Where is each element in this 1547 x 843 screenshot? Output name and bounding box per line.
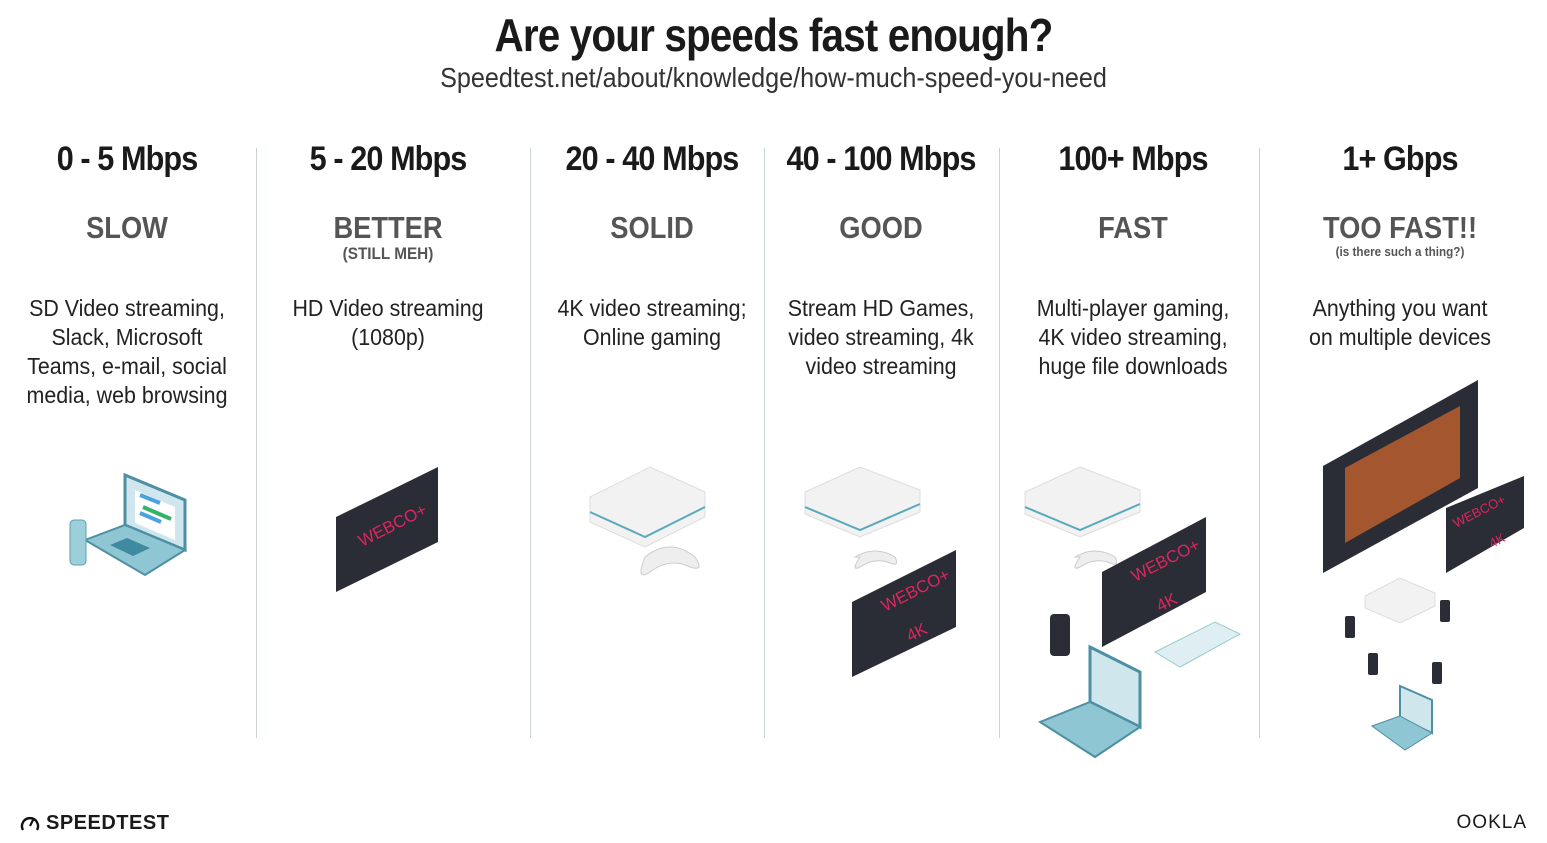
description-line: SD Video streaming, xyxy=(29,295,225,321)
speed-range: 40 - 100 Mbps xyxy=(786,140,977,178)
rating-note xyxy=(535,244,769,264)
speed-range: 0 - 5 Mbps xyxy=(56,140,199,178)
speed-tier-column: 40 - 100 Mbps GOOD xyxy=(751,140,1011,264)
speed-range: 100+ Mbps xyxy=(1058,140,1208,178)
tv-4k-text: 4K xyxy=(1487,530,1508,551)
description-line: Slack, Microsoft xyxy=(51,324,203,350)
description-line: 4K video streaming; xyxy=(557,295,747,321)
description-line: 4K video streaming, xyxy=(1038,324,1228,350)
divider xyxy=(530,148,531,738)
source-url: Speedtest.net/about/knowledge/how-much-s… xyxy=(440,62,1107,93)
console-controller-illustration xyxy=(589,466,706,576)
speed-rating: SLOW xyxy=(86,210,168,245)
use-case-description: Stream HD Games, video streaming, 4k video… xyxy=(760,294,1002,381)
speed-rating: TOO FAST!! xyxy=(1322,210,1478,245)
speed-rating: SOLID xyxy=(610,210,694,245)
speed-rating: GOOD xyxy=(839,210,923,245)
speed-tier-column: 20 - 40 Mbps SOLID xyxy=(522,140,782,264)
description-line: Teams, e-mail, social xyxy=(27,353,227,379)
tv-illustration: WEBCO+ xyxy=(336,467,438,592)
description-line: Multi-player gaming, xyxy=(1036,295,1230,321)
rating-note xyxy=(10,244,244,264)
rating-note: (STILL MEH) xyxy=(342,244,434,263)
divider xyxy=(764,148,765,738)
laptop-phone-illustration xyxy=(69,472,188,577)
gauge-icon xyxy=(20,816,40,831)
speed-rating: FAST xyxy=(1098,210,1168,245)
divider xyxy=(999,148,1000,738)
use-case-description: Anything you want on multiple devices xyxy=(1279,294,1521,352)
use-case-description: 4K video streaming; Online gaming xyxy=(531,294,773,352)
speed-range: 5 - 20 Mbps xyxy=(309,140,468,178)
rating-note xyxy=(1016,244,1250,264)
speed-range: 1+ Gbps xyxy=(1342,140,1458,178)
divider xyxy=(1259,148,1260,738)
ookla-logo: OOKLA xyxy=(1456,812,1527,833)
speed-tier-column: 5 - 20 Mbps BETTER (STILL MEH) xyxy=(258,140,518,264)
multi-device-illustration: WEBCO+ 4K xyxy=(1024,466,1242,759)
use-case-description: HD Video streaming (1080p) xyxy=(267,294,509,352)
speed-range: 20 - 40 Mbps xyxy=(565,140,740,178)
description-line: Stream HD Games, xyxy=(787,295,975,321)
speedtest-brand-text: SPEEDTEST xyxy=(46,812,170,834)
use-case-description: Multi-player gaming, 4K video streaming, h… xyxy=(1012,294,1254,381)
page-title: Are your speeds fast enough? xyxy=(494,9,1054,61)
description-line: on multiple devices xyxy=(1309,324,1491,350)
speed-tier-column: 1+ Gbps TOO FAST!! (is there such a thin… xyxy=(1270,140,1530,264)
description-line: Online gaming xyxy=(583,324,721,350)
use-case-description: SD Video streaming, Slack, Microsoft Teams… xyxy=(6,294,248,410)
description-line: Anything you want xyxy=(1312,295,1488,321)
console-tv-illustration: WEBCO+ 4K xyxy=(804,466,956,677)
speed-tier-column: 0 - 5 Mbps SLOW xyxy=(0,140,257,264)
description-line: (1080p) xyxy=(351,324,425,350)
speedtest-logo: SPEEDTEST xyxy=(20,812,169,835)
speed-rating: BETTER xyxy=(333,210,443,245)
tv-gaming-laptop-illustration: WEBCO+ 4K xyxy=(1323,380,1524,751)
description-line: HD Video streaming xyxy=(292,295,484,321)
description-line: huge file downloads xyxy=(1038,353,1228,379)
rating-note xyxy=(764,244,998,264)
speed-tier-column: 100+ Mbps FAST xyxy=(1003,140,1263,264)
description-line: video streaming, 4k xyxy=(788,324,974,350)
divider xyxy=(256,148,257,738)
description-line: video streaming xyxy=(805,353,957,379)
description-line: media, web browsing xyxy=(26,382,228,408)
rating-note: (is there such a thing?) xyxy=(1335,244,1465,259)
